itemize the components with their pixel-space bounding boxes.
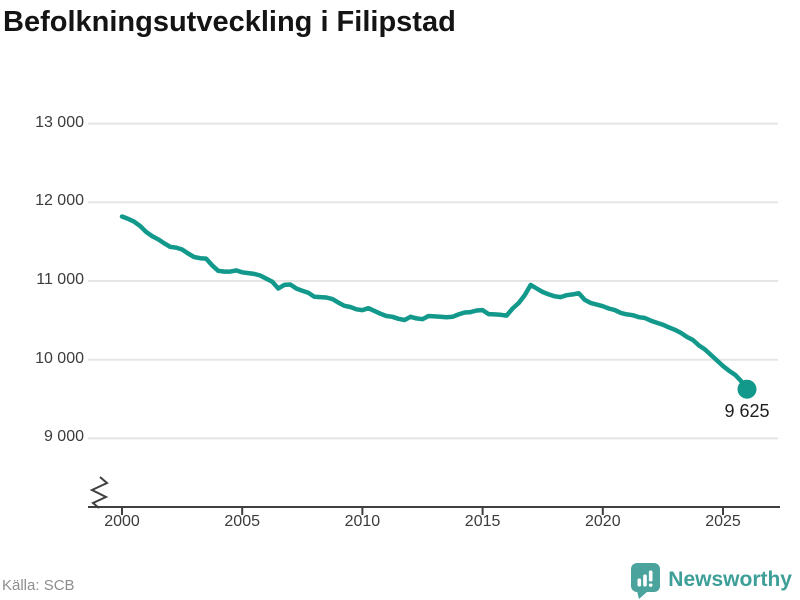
y-tick-label: 10 000 xyxy=(35,349,84,367)
end-value-label: 9 625 xyxy=(724,401,770,422)
x-tick-label: 2020 xyxy=(585,513,621,530)
x-tick-label: 2010 xyxy=(344,513,381,530)
population-series-line xyxy=(119,214,750,392)
x-axis xyxy=(88,506,780,515)
y-tick-label: 12 000 xyxy=(35,192,84,210)
x-tick-label: 2025 xyxy=(705,513,741,530)
gridlines xyxy=(88,122,778,440)
latest-value-dot xyxy=(737,379,757,399)
newsworthy-logo[interactable]: Newsworthy xyxy=(630,561,792,599)
chart-title: Befolkningsutveckling i Filipstad xyxy=(3,6,456,38)
y-tick-label: 13 000 xyxy=(35,113,84,131)
newsworthy-bubble-bars-icon xyxy=(631,563,661,599)
axis-break-squiggle-icon xyxy=(89,476,109,509)
x-tick-label: 2005 xyxy=(224,513,260,530)
x-tick-label: 2015 xyxy=(464,513,501,530)
x-tick-label: 2000 xyxy=(104,513,140,530)
newsworthy-wordmark: Newsworthy xyxy=(668,568,792,591)
y-tick-label: 11 000 xyxy=(36,271,84,288)
y-tick-label: 9 000 xyxy=(43,428,84,446)
source-label: Källa: SCB xyxy=(2,577,75,594)
